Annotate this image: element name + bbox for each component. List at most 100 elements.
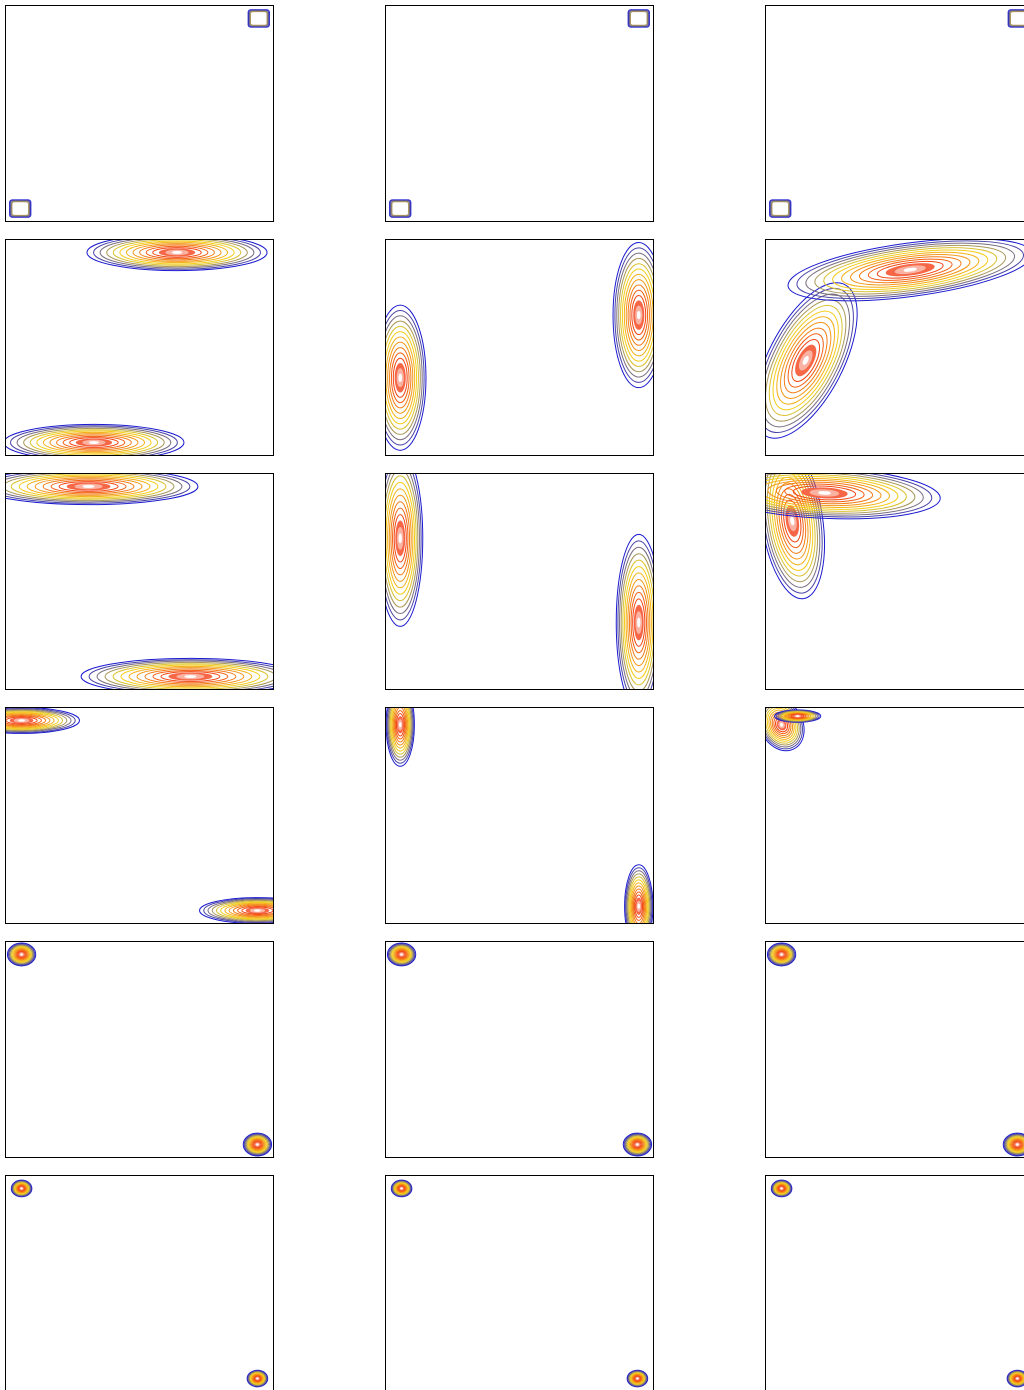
contour-line [14, 1182, 29, 1195]
contour-line [780, 493, 804, 549]
contour-line [152, 247, 202, 258]
contour-line [765, 473, 933, 518]
contour-panel [385, 239, 654, 456]
contour-line [394, 710, 406, 740]
contour-line [12, 1180, 31, 1197]
contour-line [69, 437, 119, 448]
contour-line [1009, 11, 1024, 26]
contour-line [1002, 1132, 1024, 1157]
contour-line [802, 356, 809, 365]
contour-line [393, 947, 411, 962]
contour-line [1009, 10, 1024, 27]
contour-line [765, 473, 941, 520]
contour-line [400, 953, 403, 956]
contour-line [385, 315, 423, 441]
contour-line [18, 474, 159, 499]
contour-line [390, 501, 411, 576]
contour-line [397, 950, 406, 959]
contour-line [780, 953, 783, 956]
contour-line [391, 201, 410, 216]
contour-line [392, 707, 408, 746]
contour-line [26, 475, 151, 498]
contour-line [628, 585, 649, 660]
contour-panel [385, 941, 654, 1158]
contour-line [631, 1139, 644, 1150]
contour-mode [86, 239, 268, 272]
contour-line [612, 242, 654, 389]
contour-line [10, 200, 30, 217]
contour-line [625, 279, 652, 352]
contour-line [765, 282, 858, 439]
contour-line [160, 671, 221, 682]
contour-line [1007, 1370, 1024, 1387]
contour-line [769, 199, 791, 218]
contour-line [389, 199, 412, 218]
contour-line [387, 341, 414, 414]
contour-line [88, 659, 274, 690]
contour-line [632, 1140, 643, 1149]
contour-line [207, 898, 274, 923]
contour-line [633, 1140, 642, 1149]
contour-line [393, 514, 407, 563]
contour-line [125, 241, 229, 264]
contour-line [767, 943, 796, 966]
contour-line [13, 947, 31, 962]
contour-line [93, 239, 261, 270]
contour-line [1012, 1140, 1023, 1149]
contour-line [5, 714, 47, 727]
contour-line [106, 239, 248, 268]
contour-line [392, 357, 408, 398]
contour-line [395, 949, 408, 960]
contour-line [765, 473, 823, 594]
contour-line [617, 540, 654, 690]
contour-line [34, 477, 143, 496]
contour-line [390, 352, 410, 404]
contour-line [805, 242, 1016, 297]
contour-line [211, 899, 274, 922]
contour-line [256, 1377, 259, 1380]
contour-line [14, 948, 29, 961]
panel-frame [765, 707, 1024, 924]
contour-line [775, 481, 874, 505]
contour-line [1008, 1370, 1024, 1387]
contour-line [772, 1180, 791, 1197]
contour-line [775, 1183, 788, 1194]
contour-line [252, 1374, 263, 1383]
contour-line [629, 879, 649, 924]
panel-frame [385, 1175, 654, 1390]
contour-line [615, 533, 654, 690]
contour-line [796, 715, 800, 718]
contour-line [766, 942, 797, 967]
contour-line [858, 256, 962, 284]
contour-line [627, 1370, 648, 1387]
contour-line [394, 1182, 409, 1195]
contour-mode [774, 709, 822, 723]
contour-panel [765, 239, 1024, 456]
contour-line [12, 946, 32, 963]
contour-line [237, 905, 274, 916]
contour-line [388, 944, 415, 965]
contour-line [132, 243, 222, 262]
contour-line [82, 485, 95, 488]
contour-line [620, 553, 654, 690]
contour-mode [385, 304, 427, 451]
contour-line [5, 711, 59, 730]
contour-line [9, 199, 32, 218]
contour-line [23, 427, 165, 456]
contour-line [768, 944, 795, 965]
contour-line [625, 572, 652, 673]
contour-line [399, 722, 402, 728]
contour-line [628, 1137, 646, 1152]
contour-line [5, 712, 55, 729]
contour-line [145, 245, 209, 260]
contour-line [243, 1133, 272, 1156]
contour-line [203, 898, 274, 924]
contour-line [624, 864, 654, 924]
contour-line [139, 244, 215, 261]
contour-panel [5, 1175, 274, 1390]
contour-line [1007, 9, 1024, 28]
contour-line [1009, 1372, 1024, 1385]
contour-line [10, 1179, 33, 1198]
contour-line [628, 1371, 646, 1386]
contour-line [5, 708, 72, 733]
